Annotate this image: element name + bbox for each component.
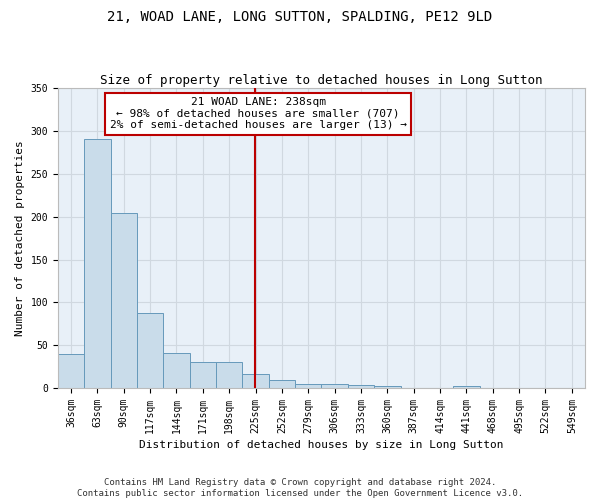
Bar [163,353,190,388]
Bar [453,386,479,388]
Bar [110,214,137,388]
Bar [242,374,269,388]
Bar [348,384,374,388]
Text: 21 WOAD LANE: 238sqm
← 98% of detached houses are smaller (707)
2% of semi-detac: 21 WOAD LANE: 238sqm ← 98% of detached h… [110,97,407,130]
X-axis label: Distribution of detached houses by size in Long Sutton: Distribution of detached houses by size … [139,440,504,450]
Bar [58,354,84,388]
Bar [137,312,163,388]
Bar [190,362,216,388]
Bar [269,380,295,388]
Text: Contains HM Land Registry data © Crown copyright and database right 2024.
Contai: Contains HM Land Registry data © Crown c… [77,478,523,498]
Bar [84,138,110,388]
Bar [322,384,348,388]
Bar [295,384,322,388]
Text: 21, WOAD LANE, LONG SUTTON, SPALDING, PE12 9LD: 21, WOAD LANE, LONG SUTTON, SPALDING, PE… [107,10,493,24]
Title: Size of property relative to detached houses in Long Sutton: Size of property relative to detached ho… [100,74,543,87]
Y-axis label: Number of detached properties: Number of detached properties [15,140,25,336]
Bar [216,362,242,388]
Bar [374,386,401,388]
